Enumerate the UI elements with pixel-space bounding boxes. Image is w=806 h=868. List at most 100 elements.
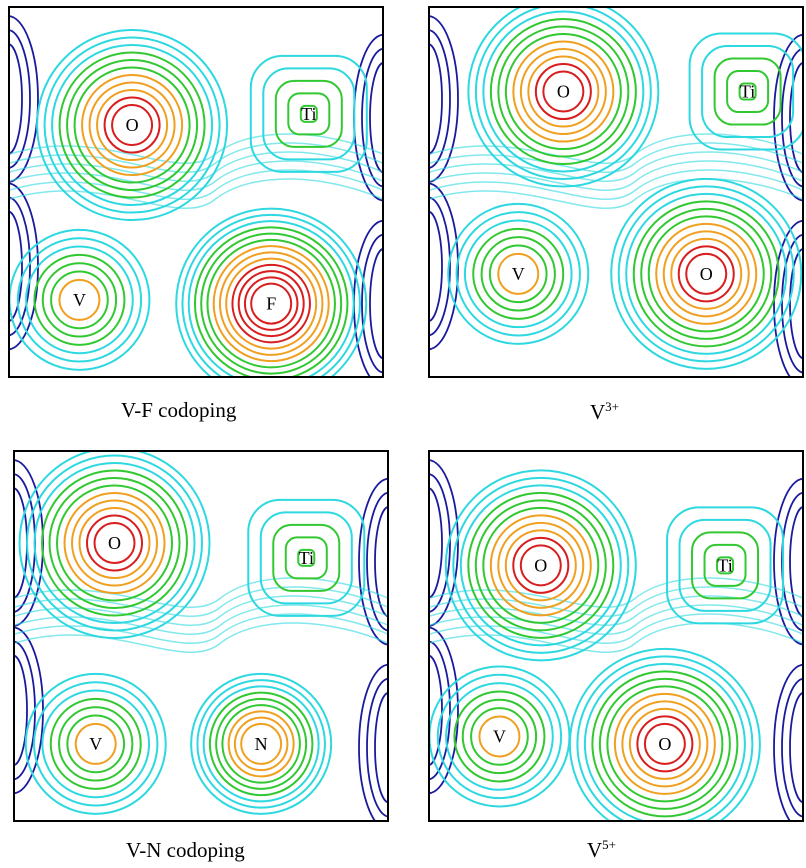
atom-contour — [713, 57, 782, 126]
panel-v3plus: O Ti V O — [428, 6, 804, 378]
edge-contour — [773, 477, 804, 646]
atom-contour — [274, 79, 343, 148]
atom-contour — [447, 202, 590, 345]
atom-contour — [467, 491, 615, 639]
atom-contour — [26, 454, 204, 632]
atom-contour — [43, 36, 221, 214]
atom-label-v: V — [73, 290, 86, 310]
background-contour — [428, 604, 804, 635]
atom-contour — [287, 92, 331, 136]
atom-contour — [51, 44, 214, 207]
edge-contour — [366, 491, 389, 632]
atom-contour — [196, 679, 326, 809]
atom-contour — [647, 215, 765, 333]
atom-label-o: O — [126, 115, 139, 135]
atom-contour — [221, 704, 301, 784]
atom-contour — [227, 710, 295, 778]
atom-contour — [625, 192, 788, 355]
atom-contour — [247, 498, 366, 617]
edge-contour — [428, 29, 451, 169]
atom-contour — [25, 245, 134, 355]
atom-contour — [738, 82, 757, 101]
atom-contour — [71, 499, 159, 587]
atom-contour — [193, 226, 349, 378]
edge-contour — [13, 654, 28, 767]
atom-contour — [598, 677, 731, 810]
atom-contour — [63, 492, 166, 594]
atom-contour — [726, 70, 770, 114]
atom-label-v: V — [89, 734, 102, 754]
atom-contour — [606, 685, 724, 803]
atom-contour — [284, 536, 328, 580]
atom-contour — [685, 252, 728, 295]
atom-contour — [527, 55, 600, 128]
edge-contour — [366, 677, 389, 818]
atom-contour — [463, 219, 573, 329]
atom-contour — [497, 252, 540, 295]
edge-contour — [428, 210, 443, 323]
background-contour — [428, 613, 804, 644]
atom-contour — [512, 40, 615, 143]
background-contour — [8, 169, 384, 200]
background-contour — [13, 622, 389, 653]
atom-contour — [632, 200, 780, 348]
atom-contour — [459, 484, 622, 647]
atom-contour — [297, 548, 316, 567]
atom-contour — [33, 462, 196, 624]
atom-contour — [33, 253, 126, 346]
panel-frame — [428, 450, 804, 822]
background-contour — [428, 178, 804, 209]
panel-vf-codoping: O Ti V F — [8, 6, 384, 378]
panel-frame — [13, 450, 389, 822]
atom-contour — [206, 238, 336, 369]
atom-contour — [86, 514, 144, 572]
atom-contour — [249, 54, 368, 173]
background-contour — [428, 151, 804, 182]
edge-contour — [8, 210, 23, 323]
atom-contour — [181, 213, 361, 378]
contour-map-v5: O Ti V O — [428, 450, 804, 822]
caption-v5plus: V5+ — [587, 837, 617, 862]
atom-contour — [36, 29, 229, 222]
atom-contour — [519, 48, 607, 136]
atom-contour — [504, 33, 622, 151]
background-contour — [8, 178, 384, 209]
edge-contour — [428, 196, 451, 337]
caption-v3plus: V3+ — [590, 399, 620, 424]
background-contour — [13, 604, 389, 635]
edge-contour — [781, 677, 804, 818]
atom-label-ti: Ti — [301, 104, 316, 124]
atom-contour — [49, 697, 142, 790]
atom-contour — [50, 270, 109, 330]
atom-contour — [628, 707, 701, 780]
atom-contour — [452, 476, 630, 654]
atom-label-o: O — [658, 734, 671, 754]
atom-contour — [489, 514, 592, 617]
atom-contour — [461, 698, 538, 775]
background-contour — [13, 595, 389, 626]
atom-contour — [542, 70, 585, 113]
atom-contour — [78, 507, 151, 579]
atom-contour — [200, 232, 343, 375]
atom-contour — [519, 544, 562, 587]
background-contour — [428, 142, 804, 173]
edge-contour — [789, 691, 804, 804]
atom-contour — [96, 89, 169, 162]
atom-contour — [482, 506, 600, 624]
edge-contour — [8, 15, 39, 183]
atom-contour — [512, 536, 570, 594]
atom-contour — [299, 104, 318, 123]
atom-contour — [703, 543, 747, 587]
atom-contour — [480, 236, 556, 312]
edge-contour — [789, 505, 804, 618]
edge-contour — [428, 640, 451, 781]
atom-contour — [243, 276, 299, 331]
atom-contour — [583, 662, 746, 822]
edge-contour — [428, 459, 459, 627]
atom-contour — [488, 244, 548, 304]
atom-label-ti: Ti — [717, 555, 732, 575]
atom-label-o: O — [108, 533, 121, 553]
atom-contour — [534, 63, 592, 121]
atom-contour — [670, 237, 743, 310]
edge-contour — [374, 505, 389, 618]
